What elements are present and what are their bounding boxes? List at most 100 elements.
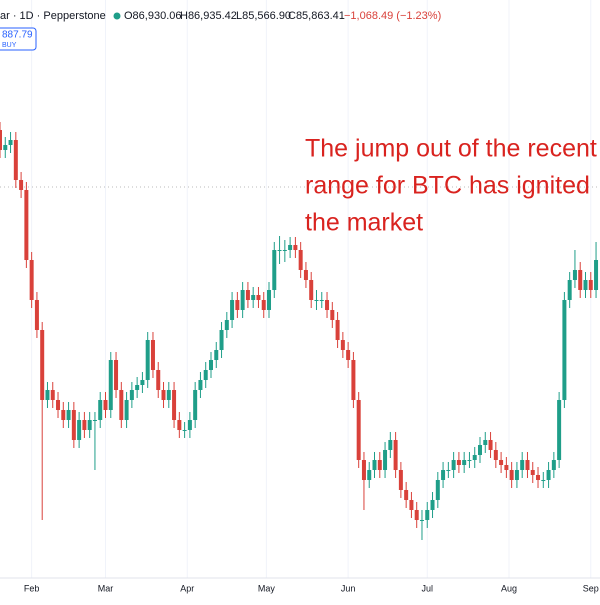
candle-body (198, 380, 203, 390)
annotation-line: the market (305, 209, 423, 237)
candle-body (45, 390, 50, 400)
candle-body (404, 490, 409, 500)
candle-body (98, 400, 103, 420)
x-axis: Feb Mar Apr May Jun Jul Aug Sep (24, 583, 599, 593)
candle-body (156, 370, 161, 390)
candle-body (71, 410, 76, 440)
buy-button[interactable] (0, 27, 37, 51)
candle-body (409, 500, 414, 510)
candle-body (525, 460, 530, 470)
candle-body (441, 470, 446, 480)
candle-body (330, 310, 335, 320)
candle-body (578, 270, 583, 290)
ohlc-high: H86,935.42 (180, 10, 237, 22)
candle-body (230, 300, 235, 320)
candle-body (530, 470, 535, 475)
candle-body (356, 400, 361, 460)
candle-body (514, 470, 519, 480)
candle-body (135, 385, 140, 390)
candle-body (588, 280, 593, 290)
candle-body (140, 380, 145, 385)
candle-body (8, 140, 13, 145)
x-tick-label: Feb (24, 583, 40, 593)
candle-body (361, 460, 366, 480)
candle-body (193, 390, 198, 420)
candle-body (235, 300, 240, 310)
candle-body (272, 250, 277, 290)
candle-body (303, 270, 308, 280)
candle-body (319, 300, 324, 301)
candle-body (293, 245, 298, 250)
candle-body (224, 320, 229, 330)
candle-body (13, 140, 18, 180)
candle-body (551, 460, 556, 470)
candle-body (219, 330, 224, 350)
candle-body (0, 130, 2, 150)
candle-body (377, 460, 382, 470)
candle-body (520, 460, 525, 470)
candle-body (462, 460, 467, 465)
candle-body (335, 320, 340, 340)
candle-body (66, 410, 71, 420)
candle-body (145, 340, 150, 380)
candle-body (340, 340, 345, 350)
x-tick-label: Sep (583, 583, 599, 593)
x-tick-label: Jun (341, 583, 356, 593)
candle-body (40, 330, 45, 400)
candle-body (309, 280, 314, 300)
candle-body (24, 190, 29, 260)
candle-body (398, 470, 403, 490)
candle-body (182, 430, 187, 431)
candle-body (467, 460, 472, 461)
candle-body (108, 360, 113, 410)
candle-body (351, 360, 356, 400)
candle-body (187, 420, 192, 430)
candle-body (536, 475, 541, 480)
candle-body (425, 510, 430, 520)
buy-label: BUY (2, 42, 17, 49)
candle-body (567, 280, 572, 300)
ohlc-change: −1,068.49 (−1.23%) (344, 10, 441, 22)
candle-body (298, 250, 303, 270)
candle-body (446, 470, 451, 471)
candle-body (451, 460, 456, 470)
candle-body (172, 390, 177, 420)
candle-body (61, 410, 66, 420)
annotation-line: range for BTC has ignited (305, 172, 590, 200)
candle-body (203, 370, 208, 380)
candle-body (208, 360, 213, 370)
ohlc-open: O86,930.06 (124, 10, 182, 22)
candle-body (119, 390, 124, 420)
candle-body (419, 520, 424, 521)
candle-body (214, 350, 219, 360)
candle-body (261, 300, 266, 310)
candle-body (557, 400, 562, 460)
candle-body (77, 420, 82, 440)
annotation-line: The jump out of the recent (305, 135, 597, 163)
candle-body (177, 420, 182, 430)
x-tick-label: Apr (180, 583, 194, 593)
candle-body (92, 420, 97, 421)
candle-body (546, 470, 551, 480)
candle-body (572, 270, 577, 280)
candle-body (150, 340, 155, 370)
candle-body (34, 300, 39, 330)
candle-body (367, 470, 372, 480)
candle-body (562, 300, 567, 400)
candle-body (325, 300, 330, 310)
x-tick-label: Aug (501, 583, 517, 593)
candle-body (124, 400, 129, 420)
candle-body (314, 300, 319, 301)
candle-body (29, 260, 34, 300)
candle-body (129, 390, 134, 400)
candle-body (383, 450, 388, 470)
price-badge: 887.79 (2, 30, 33, 41)
candle-body (161, 390, 166, 400)
candle-body (372, 460, 377, 470)
candle-body (50, 390, 55, 400)
candle-body (240, 290, 245, 310)
candle-body (583, 280, 588, 290)
symbol: ar · 1D · Pepperstone (0, 10, 106, 22)
